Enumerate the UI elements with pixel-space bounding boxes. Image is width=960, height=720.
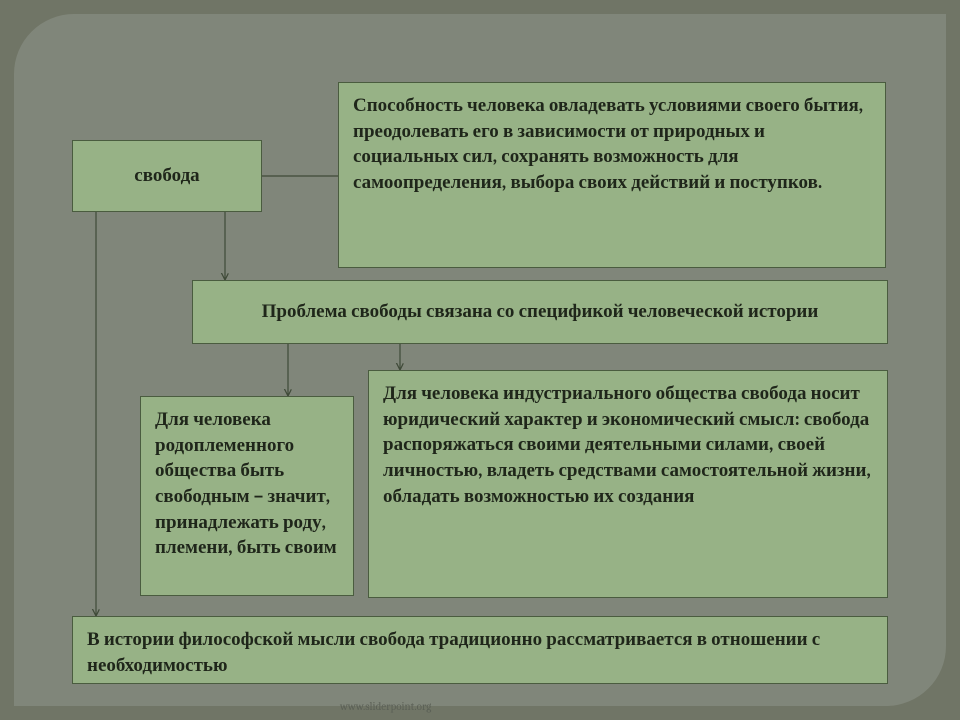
box-problem-text: Проблема свободы связана со спецификой ч… (262, 299, 819, 325)
box-definition: Способность человека овладевать условиям… (338, 82, 886, 268)
box-problem: Проблема свободы связана со спецификой ч… (192, 280, 888, 344)
footer-source-text: www.sliderpoint.org (340, 700, 431, 713)
box-industrial-text: Для человека индустриального общества св… (383, 381, 873, 509)
box-industrial-society: Для человека индустриального общества св… (368, 370, 888, 598)
box-tribal-society: Для человека родоплеменного общества быт… (140, 396, 354, 596)
box-freedom-title: свобода (72, 140, 262, 212)
box-philosophy-history: В истории философской мысли свобода трад… (72, 616, 888, 684)
footer-source: www.sliderpoint.org (340, 700, 431, 713)
box-tribal-text: Для человека родоплеменного общества быт… (155, 407, 339, 561)
box-freedom-title-text: свобода (134, 163, 199, 189)
box-definition-text: Способность человека овладевать условиям… (353, 93, 871, 196)
box-history-text: В истории философской мысли свобода трад… (87, 627, 873, 678)
